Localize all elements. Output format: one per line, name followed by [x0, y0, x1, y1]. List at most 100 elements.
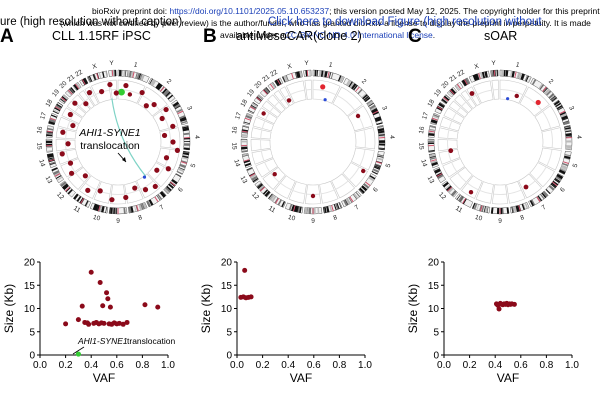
- cytoband: [241, 150, 248, 153]
- data-point: [63, 321, 69, 327]
- track-gridline: [111, 193, 125, 195]
- cytoband: [175, 173, 182, 178]
- cytoband: [565, 146, 572, 149]
- data-point: [75, 317, 81, 323]
- chromosome-label: 8: [138, 214, 144, 222]
- cytoband: [361, 93, 368, 99]
- cytoband: [109, 207, 111, 214]
- sv-dot: [127, 92, 133, 97]
- cytoband: [141, 203, 146, 210]
- cytoband: [521, 73, 525, 80]
- centromere: [327, 71, 330, 78]
- data-track: [304, 184, 322, 205]
- track-gridline: [493, 193, 507, 195]
- data-track: [159, 127, 181, 150]
- cytoband: [46, 146, 53, 149]
- y-tick-label: 10: [221, 304, 233, 315]
- cytoband: [245, 116, 252, 120]
- cytoband: [282, 76, 286, 83]
- cytoband: [513, 206, 518, 213]
- cytoband: [442, 181, 449, 188]
- chromosome-label: 11: [267, 205, 277, 215]
- cytoband: [372, 168, 379, 173]
- cytoband: [241, 148, 248, 150]
- cytoband: [272, 82, 277, 88]
- sv-dot: [170, 123, 176, 129]
- cytoband: [378, 147, 385, 149]
- sv-dot: [163, 106, 169, 113]
- cytoband: [60, 181, 67, 187]
- track-gridline: [290, 89, 305, 96]
- cytoband: [140, 74, 145, 81]
- download-figure-link[interactable]: Click here to download Figure (high reso…: [268, 16, 542, 28]
- centromere: [478, 73, 481, 80]
- cytoband: [60, 98, 66, 103]
- cytoband: [378, 143, 385, 146]
- centromere: [256, 97, 262, 102]
- data-track: [491, 79, 500, 100]
- cytoband: [181, 120, 188, 124]
- cytoband: [445, 184, 451, 190]
- cytoband: [564, 126, 571, 129]
- chromosome-label: 5: [385, 163, 393, 169]
- cytoband: [135, 205, 139, 212]
- cytoband: [429, 153, 436, 155]
- cytoband: [55, 175, 62, 180]
- cytoband: [378, 132, 385, 135]
- data-track: [66, 100, 87, 118]
- cytoband: [458, 195, 464, 202]
- cytoband: [554, 177, 561, 183]
- panel-title-c: sOAR: [484, 29, 518, 43]
- cytoband: [330, 72, 334, 79]
- chromosome-label: 4: [575, 135, 582, 139]
- cytoband: [344, 199, 349, 206]
- centromere: [312, 207, 314, 214]
- track-gridline: [153, 166, 165, 181]
- centromere: [462, 198, 467, 204]
- cytoband: [264, 190, 270, 197]
- cytoband: [565, 132, 572, 136]
- cytoband: [545, 189, 551, 195]
- sv-dot: [159, 115, 165, 122]
- scatter-annotation-gene: AHI1-SYNE1: [77, 336, 128, 346]
- cytoband: [559, 169, 566, 175]
- chromosome-label: 21: [448, 73, 458, 83]
- cytoband: [370, 106, 377, 111]
- track-gridline: [264, 162, 271, 173]
- y-tick-label: 5: [29, 327, 35, 338]
- x-tick-label: 0.8: [539, 360, 553, 371]
- cytoband: [565, 130, 572, 133]
- track-gridline: [65, 150, 70, 162]
- cytoband: [135, 72, 138, 79]
- centromere: [430, 159, 437, 162]
- chromosome-label: 11: [72, 205, 82, 215]
- centromere: [349, 196, 354, 203]
- doi-link[interactable]: https://doi.org/10.1101/2025.05.10.65323…: [169, 6, 330, 16]
- track-gridline: [306, 89, 312, 91]
- track-gridline: [542, 111, 552, 129]
- cytoband: [176, 109, 183, 113]
- chromosome-label: 17: [421, 111, 430, 120]
- cytoband: [445, 94, 451, 99]
- cytoband: [554, 178, 560, 184]
- license-link[interactable]: CC-BY-NC-ND 4.0 International license: [284, 30, 433, 40]
- cytoband: [183, 151, 190, 153]
- data-point: [86, 321, 92, 327]
- track-gridline: [467, 182, 479, 191]
- cytoband: [562, 117, 569, 121]
- cytoband: [353, 84, 358, 91]
- centromere: [244, 117, 251, 121]
- sv-dot: [161, 132, 168, 139]
- panel-letter-b: B: [203, 26, 217, 47]
- chromosome-label: 2: [165, 78, 173, 86]
- cytoband: [536, 196, 542, 202]
- data-track: [57, 116, 79, 132]
- cytoband: [83, 77, 89, 85]
- y-tick-label: 10: [24, 304, 36, 315]
- track-gridline: [452, 112, 457, 120]
- track-gridline: [269, 107, 274, 113]
- chromosome-label: 13: [239, 175, 249, 185]
- track-gridline: [446, 139, 449, 150]
- cytoband: [49, 118, 56, 123]
- cytoband: [371, 170, 378, 175]
